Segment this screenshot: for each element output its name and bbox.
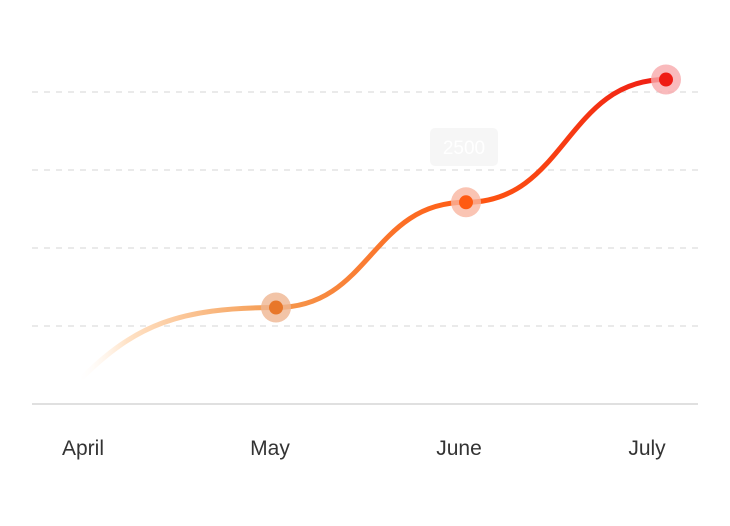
data-points <box>261 64 681 323</box>
data-point-june[interactable] <box>459 195 473 210</box>
x-tick-label-june: June <box>436 437 482 460</box>
series-line <box>79 77 669 381</box>
x-tick-label-july: July <box>628 437 666 460</box>
data-point-july[interactable] <box>659 72 673 87</box>
tooltip-background <box>430 128 498 166</box>
x-tick-label-april: April <box>62 437 104 460</box>
x-tick-label-may: May <box>250 437 290 460</box>
tooltip: 2500 <box>430 128 498 166</box>
x-axis-labels: April May June July <box>62 437 666 460</box>
tooltip-value: 2500 <box>443 138 485 159</box>
grid-lines <box>32 91 698 327</box>
data-point-may[interactable] <box>269 300 283 315</box>
